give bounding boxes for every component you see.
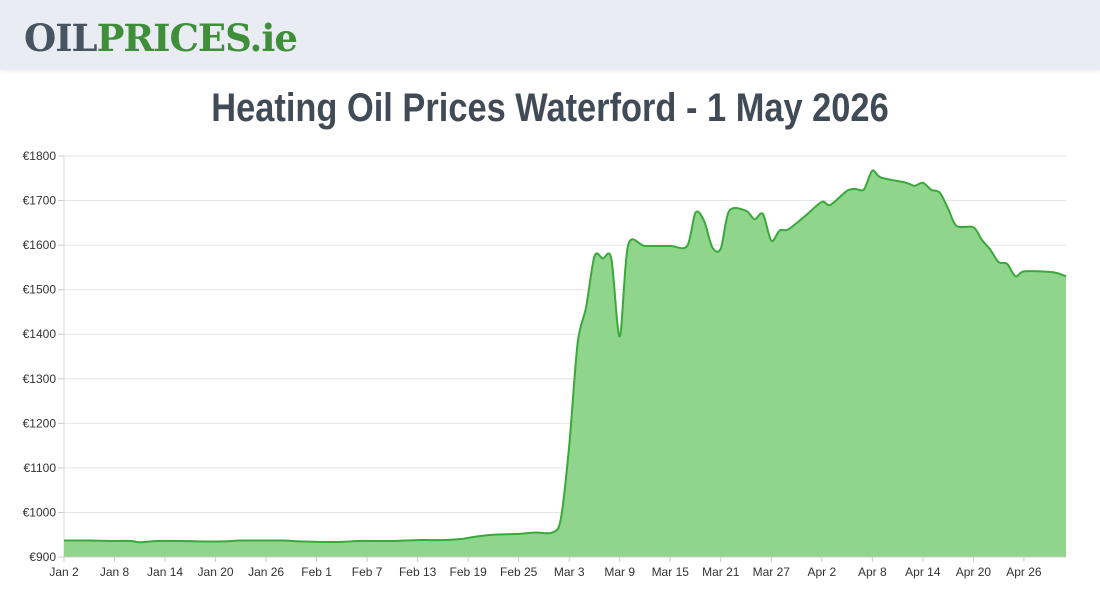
x-tick-label: Mar 9 — [604, 565, 635, 579]
logo-oil-text: OIL — [24, 16, 98, 60]
x-tick-label: Feb 7 — [352, 565, 383, 579]
x-tick-label: Apr 14 — [905, 565, 941, 579]
x-tick-label: Mar 21 — [702, 565, 740, 579]
header-bar: OILPRICES.ie — [0, 0, 1100, 70]
price-chart: €900 €1000 €1100 €1200 €1300 €1400 €1500 €1600 €… — [23, 149, 1067, 579]
x-tick-label: Jan 26 — [248, 565, 284, 579]
x-tick-label: Apr 2 — [807, 565, 836, 579]
x-tick-label: Feb 19 — [449, 565, 487, 579]
x-tick-label: Apr 26 — [1006, 565, 1042, 579]
y-tick-label: €1800 — [23, 149, 57, 163]
x-tick-label: Feb 13 — [399, 565, 437, 579]
y-tick-label: €900 — [29, 550, 56, 564]
x-tick-label: Mar 3 — [554, 565, 585, 579]
y-tick-label: €1000 — [23, 505, 57, 519]
x-tick-label: Feb 1 — [301, 565, 332, 579]
logo-ie-text: .ie — [249, 16, 298, 60]
logo-prices-text: PRICES — [96, 16, 251, 60]
x-tick-label: Mar 27 — [753, 565, 791, 579]
y-tick-label: €1600 — [23, 238, 57, 252]
y-tick-label: €1500 — [23, 283, 57, 297]
y-tick-label: €1700 — [23, 194, 57, 208]
x-tick-label: Jan 2 — [49, 565, 79, 579]
y-tick-label: €1100 — [24, 461, 57, 475]
x-tick-label: Jan 20 — [198, 565, 234, 579]
x-tick-label: Apr 8 — [858, 565, 887, 579]
price-line — [63, 169, 1067, 544]
y-tick-label: €1300 — [23, 372, 57, 386]
site-logo[interactable]: OILPRICES.ie — [24, 16, 298, 60]
x-tick-label: Jan 8 — [100, 565, 130, 579]
x-tick-label: Jan 14 — [147, 565, 183, 579]
price-area — [64, 170, 1066, 558]
x-tick-label: Feb 25 — [500, 565, 538, 579]
y-tick-label: €1200 — [23, 416, 57, 430]
y-tick-label: €1400 — [23, 327, 57, 341]
page-title: Heating Oil Prices Waterford - 1 May 202… — [211, 86, 889, 130]
x-tick-label: Apr 20 — [956, 565, 992, 579]
x-tick-label: Mar 15 — [652, 565, 690, 579]
